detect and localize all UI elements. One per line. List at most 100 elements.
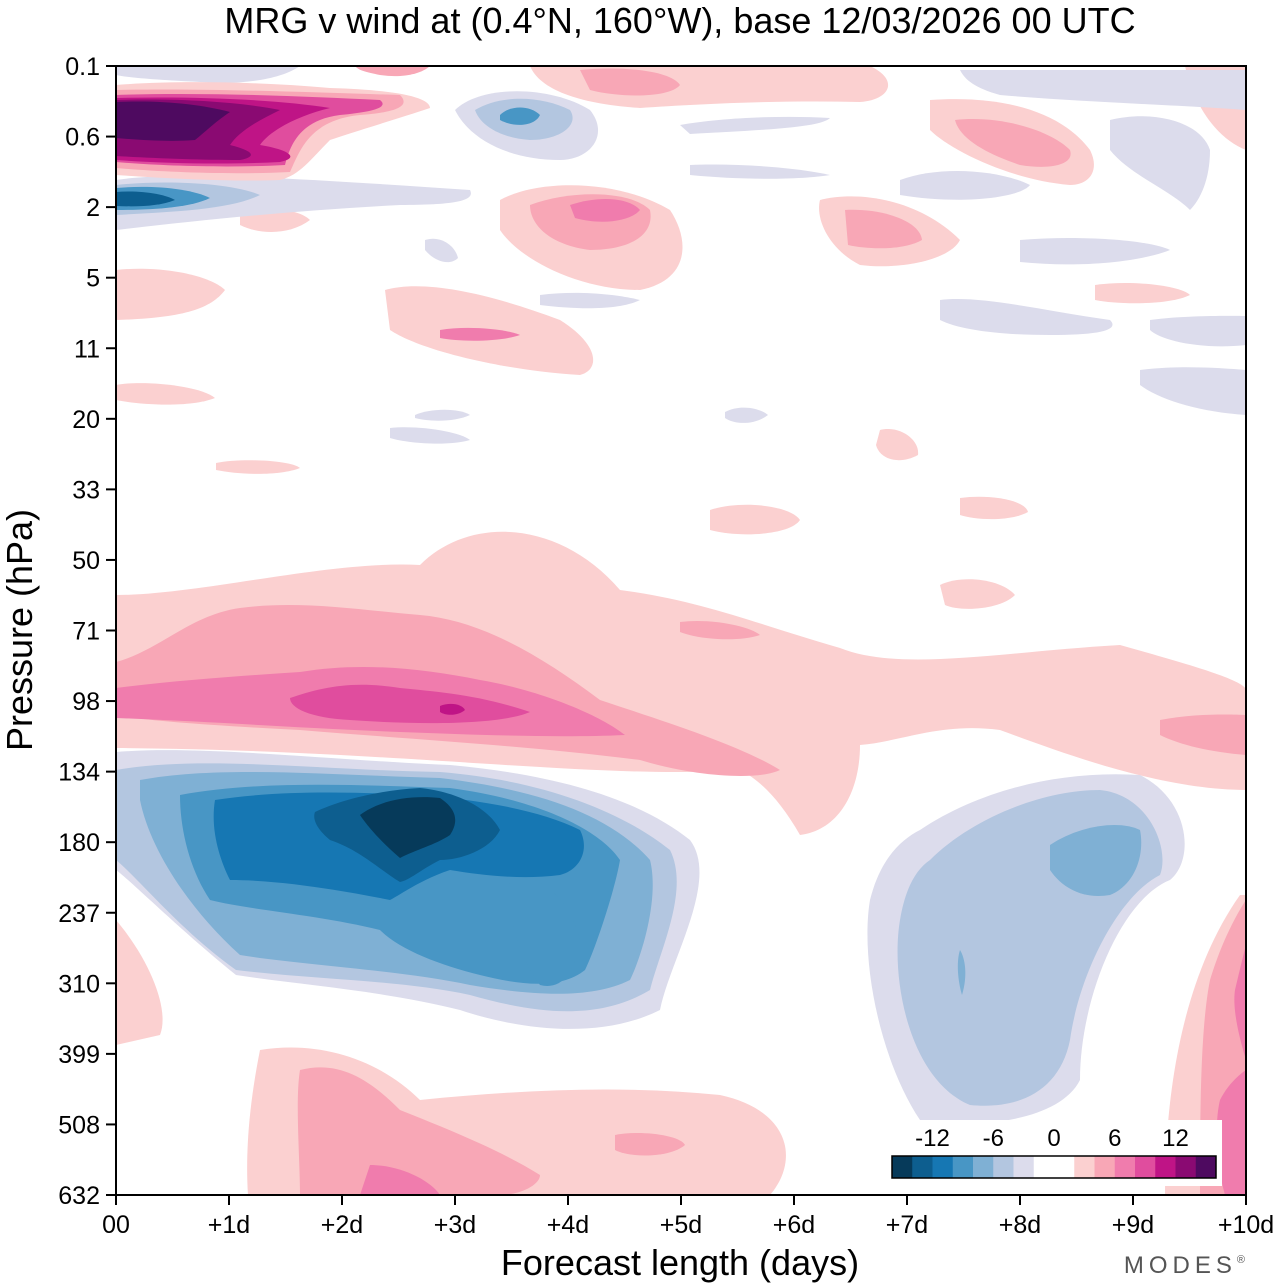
- contour-pos-3c: [1234, 945, 1246, 1060]
- contour-pos-5: [440, 703, 465, 715]
- contour-upper-neg-6: [500, 107, 540, 125]
- contour-neg-1e: [900, 170, 1030, 200]
- contour-pos-2b: [297, 1067, 540, 1195]
- contour-neg-1s: [690, 164, 830, 179]
- brand-logo: MODES®: [1124, 1252, 1250, 1279]
- chart-title: MRG v wind at (0.4°N, 160°W), base 12/03…: [224, 0, 1135, 41]
- y-tick-label: 508: [58, 1111, 100, 1139]
- y-tick-label: 2: [86, 194, 100, 222]
- contour-pos-3d: [1216, 1070, 1246, 1195]
- contour-neg-1g: [940, 299, 1113, 335]
- x-tick-label: +3d: [434, 1211, 476, 1239]
- contour-pos-1s: [116, 383, 215, 405]
- contour-pos-3e: [440, 327, 520, 341]
- contour-neg-1l: [960, 70, 1246, 110]
- colorbar-swatch: [1054, 1156, 1075, 1178]
- brand-text: MODES: [1124, 1252, 1237, 1279]
- y-tick-label: 20: [72, 406, 100, 434]
- x-axis: 00 +1d +2d +3d +4d +5d +6d +7d +8d +9d +10d: [102, 1195, 1274, 1239]
- colorbar-tick-label: 0: [1047, 1125, 1060, 1152]
- y-tick-label: 5: [86, 265, 100, 293]
- contour-pos-1m: [940, 579, 1015, 609]
- contour-neg-1j: [1020, 238, 1170, 265]
- colorbar-swatch: [1195, 1156, 1217, 1178]
- contour-neg-1p: [725, 407, 768, 423]
- y-tick-label: 399: [58, 1041, 100, 1069]
- colorbar-swatch: [1074, 1156, 1095, 1178]
- contour-neg-late-4: [957, 950, 966, 995]
- y-tick-label: 33: [72, 476, 100, 504]
- contour-neg-1r: [680, 116, 830, 134]
- contour-neg-1k: [540, 292, 640, 309]
- x-tick-label: +2d: [321, 1211, 363, 1239]
- colorbar-swatch: [932, 1156, 954, 1178]
- colorbar-swatch: [1175, 1156, 1197, 1178]
- y-axis: 0.1 0.6 2 5 11 20 33 50 71 98 134 180 237 310 399 508 63…: [58, 53, 116, 1210]
- y-tick-label: 237: [58, 900, 100, 928]
- colorbar-swatch: [1013, 1156, 1035, 1178]
- x-tick-label: +8d: [999, 1211, 1041, 1239]
- x-tick-label: +1d: [208, 1211, 250, 1239]
- contour-pos-2k: [355, 66, 430, 77]
- colorbar-swatch: [1135, 1156, 1156, 1178]
- colorbar-swatch: [1114, 1156, 1136, 1178]
- contour-pos-3b: [570, 198, 640, 222]
- contour-pos-1: [116, 531, 1246, 835]
- y-tick-label: 71: [72, 618, 100, 646]
- contour-pos-2h: [580, 68, 680, 96]
- y-tick-label: 180: [58, 829, 100, 857]
- contour-upper-pos-6: [116, 101, 230, 141]
- y-tick-label: 134: [58, 759, 100, 787]
- colorbar-tick-label: -12: [915, 1125, 950, 1152]
- contour-upper-neg-4: [116, 191, 175, 207]
- y-tick-label: 50: [72, 547, 100, 575]
- colorbar-swatch: [912, 1156, 933, 1178]
- contour-fills: [116, 66, 1246, 1195]
- contour-neg-1m: [116, 66, 300, 83]
- y-tick-label: 11: [74, 335, 100, 363]
- contour-pos-1b: [116, 920, 163, 1045]
- y-tick-label: 98: [72, 688, 100, 716]
- colorbar-swatch: [1155, 1156, 1176, 1178]
- contour-pos-1q: [216, 460, 300, 474]
- colorbar-tick-label: 6: [1108, 1125, 1121, 1152]
- colorbar-swatch: [952, 1156, 974, 1178]
- contour-neg-4b: [509, 878, 580, 986]
- contour-pos-2i: [615, 1133, 685, 1156]
- colorbar-tick-label: -6: [983, 1125, 1004, 1152]
- y-tick-label: 310: [58, 970, 100, 998]
- colorbar-swatch: [973, 1156, 994, 1178]
- contour-neg-1o: [415, 409, 470, 421]
- contour-pos-2d: [845, 209, 922, 249]
- y-tick-label: 0.1: [65, 53, 100, 81]
- contour-neg-1q: [425, 238, 458, 263]
- x-tick-label: 00: [102, 1211, 130, 1239]
- brand-mark: ®: [1237, 1254, 1250, 1266]
- contour-pos-3f: [360, 1165, 440, 1195]
- contour-neg-late-3: [1050, 825, 1142, 896]
- contour-pos-1l: [710, 504, 800, 535]
- contour-pos-1j: [116, 268, 225, 320]
- contour-neg-1h: [1140, 367, 1246, 415]
- colorbar-swatch: [993, 1156, 1014, 1178]
- contour-pos-1n: [960, 496, 1028, 520]
- x-tick-label: +7d: [886, 1211, 928, 1239]
- contour-neg-1n: [390, 427, 470, 444]
- x-tick-label: +6d: [773, 1211, 815, 1239]
- y-tick-label: 632: [58, 1182, 100, 1210]
- contour-pos-1p: [1095, 283, 1190, 304]
- x-tick-label: +10d: [1218, 1211, 1274, 1239]
- colorbar: -12 -6 0 6 12: [886, 1120, 1222, 1186]
- x-tick-label: +4d: [547, 1211, 589, 1239]
- colorbar-tick-label: 12: [1162, 1125, 1189, 1152]
- colorbar-swatch: [1033, 1156, 1055, 1178]
- contour-pos-1r: [240, 209, 310, 232]
- colorbar-swatch: [892, 1156, 913, 1178]
- contour-neg-1i: [1150, 315, 1246, 347]
- x-tick-label: +5d: [660, 1211, 702, 1239]
- x-axis-label: Forecast length (days): [501, 1242, 859, 1283]
- colorbar-frame: [891, 1155, 1217, 1179]
- contour-neg-1f: [1110, 116, 1210, 210]
- contour-pos-2j: [680, 620, 760, 640]
